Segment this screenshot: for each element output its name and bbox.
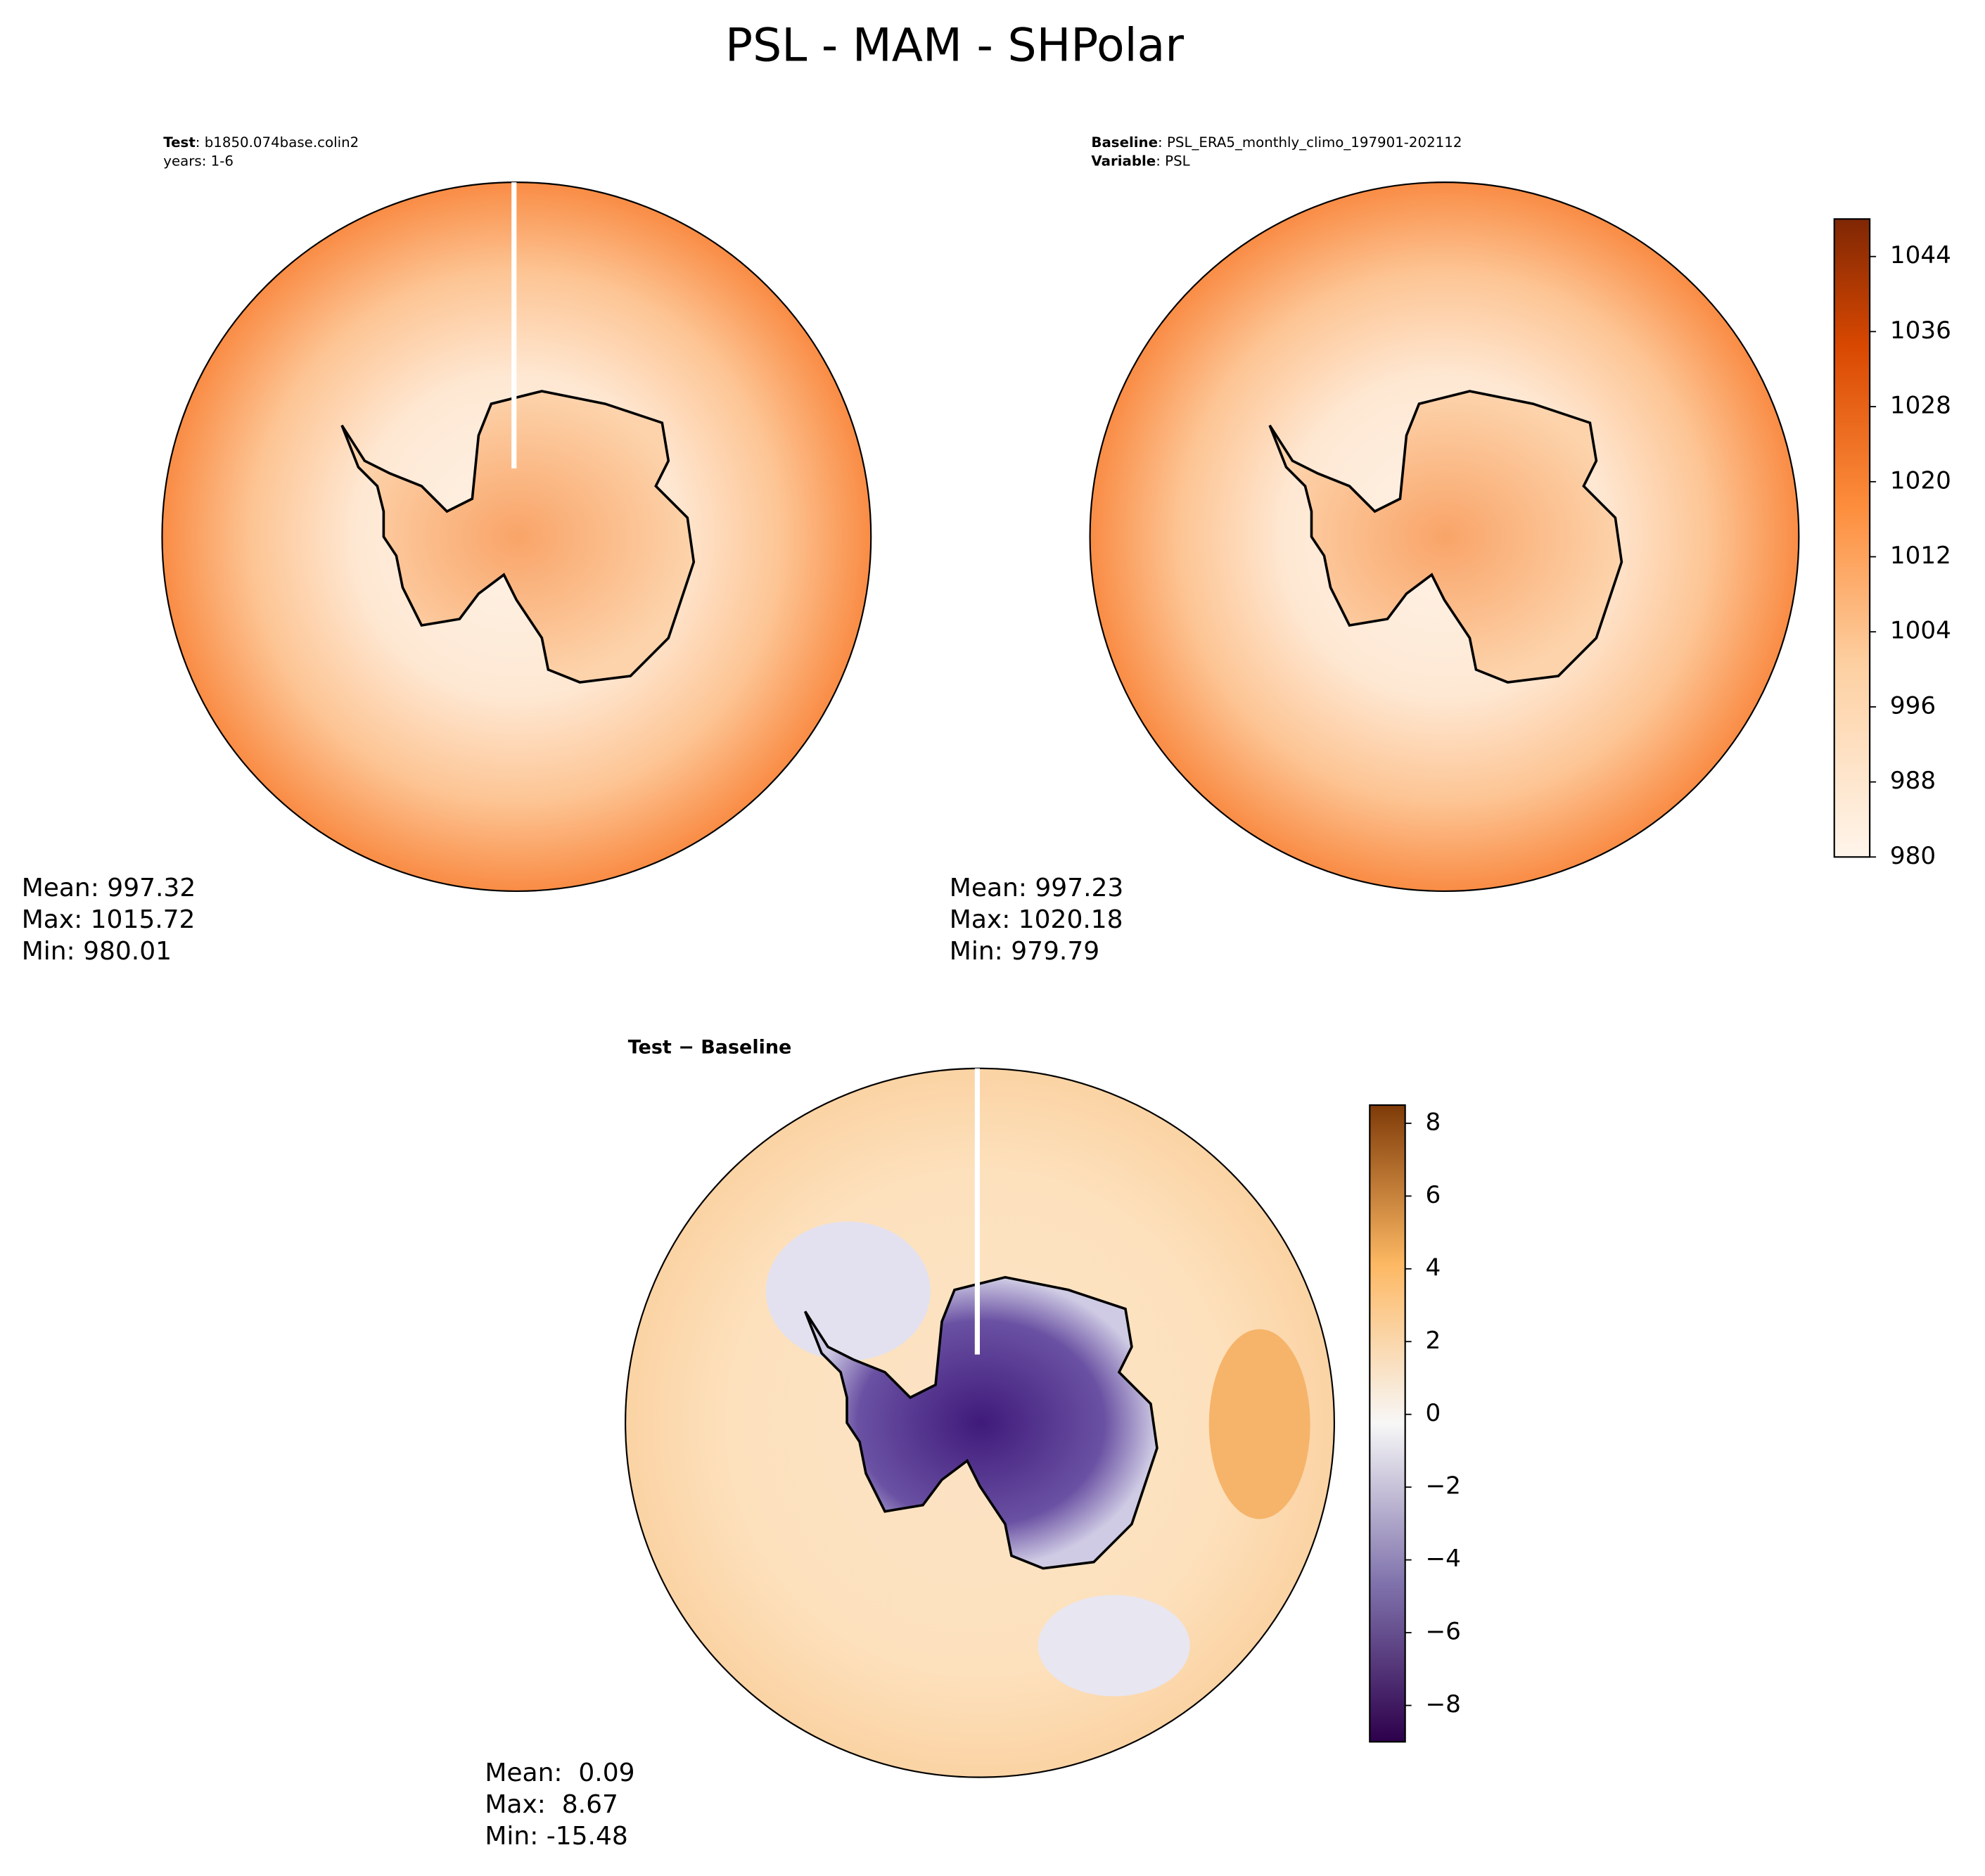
stat-line: Min: -15.48 <box>485 1822 627 1851</box>
colorbar-tick-label: 1036 <box>1890 317 1951 345</box>
colorbar-tick-label: 1020 <box>1890 466 1951 494</box>
colorbar-tick-label: 8 <box>1425 1108 1441 1136</box>
stat-line: Max: 1020.18 <box>950 905 1123 934</box>
colorbar-tick-label: −2 <box>1425 1472 1460 1500</box>
colorbar-tick-label: 4 <box>1425 1253 1441 1282</box>
colorbar-tick-label: −6 <box>1425 1618 1460 1646</box>
colorbar-tick-label: 6 <box>1425 1181 1441 1209</box>
colorbar-tick-label: 1028 <box>1890 392 1951 420</box>
colorbar-tick-label: 2 <box>1425 1327 1441 1355</box>
map-panel: Test − Baseline <box>625 1036 1335 1778</box>
panel-label: Test <box>163 134 196 151</box>
panel-text: : PSL_ERA5_monthly_climo_197901-202112 <box>1158 134 1462 151</box>
map-panel: Baseline: PSL_ERA5_monthly_climo_197901-… <box>1089 134 1800 892</box>
colorbar-tick-label: 1012 <box>1890 542 1951 570</box>
svg-text:Baseline: PSL_ERA5_monthly_cli: Baseline: PSL_ERA5_monthly_climo_197901-… <box>1091 134 1462 151</box>
panel-label: Variable <box>1091 153 1156 170</box>
colorbar-tick-label: −4 <box>1425 1545 1460 1573</box>
colorbar-tick-label: 988 <box>1890 767 1936 795</box>
colorbar-tick-label: 1004 <box>1890 617 1951 645</box>
panel-label: Test − Baseline <box>628 1036 792 1058</box>
stat-line: Min: 980.01 <box>22 937 172 966</box>
svg-text:Variable: PSL: Variable: PSL <box>1091 153 1189 170</box>
panel-text: : PSL <box>1156 153 1189 170</box>
colorbar <box>1369 1104 1406 1743</box>
colorbar-tick-label: 980 <box>1890 842 1936 870</box>
colorbar-tick-label: 0 <box>1425 1399 1441 1427</box>
panel-label: Baseline <box>1091 134 1158 151</box>
stat-line: Min: 979.79 <box>950 937 1099 966</box>
colorbar-tick-label: 996 <box>1890 691 1936 720</box>
map-panel: Test: b1850.074base.colin2 years: 1-6 <box>161 134 872 892</box>
colorbar-tick-label: −8 <box>1425 1690 1460 1718</box>
figure-title: PSL - MAM - SHPolar <box>725 19 1184 72</box>
panel-text: : b1850.074base.colin2 <box>196 134 359 151</box>
stat-line: Mean: 997.23 <box>950 874 1124 902</box>
stat-line: Mean: 0.09 <box>485 1759 634 1787</box>
colorbar <box>1833 218 1871 858</box>
stat-line: Mean: 997.32 <box>22 874 196 902</box>
colorbar-tick-label: 1044 <box>1890 241 1951 269</box>
stat-line: Max: 1015.72 <box>22 905 196 934</box>
stat-line: Max: 8.67 <box>485 1790 618 1819</box>
svg-text:Test: b1850.074base.colin2: Test: b1850.074base.colin2 <box>163 134 359 151</box>
panel-years: years: 1-6 <box>163 153 234 170</box>
